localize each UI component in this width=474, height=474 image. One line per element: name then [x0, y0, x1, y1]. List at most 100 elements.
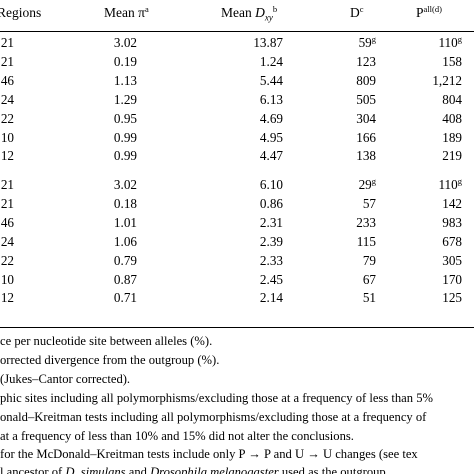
- cell-p-value: 142: [442, 195, 462, 211]
- cell-regions: 22: [0, 111, 14, 127]
- cell-regions-value: 22: [0, 252, 14, 268]
- mean-pi-label: Mean π: [104, 5, 145, 20]
- cell-p-value: 983: [442, 214, 462, 230]
- cell-regions: 21: [0, 35, 14, 51]
- footnote-h-post: used as the outgroup.: [278, 465, 389, 474]
- mean-dxy-sub: xy: [264, 12, 273, 23]
- cell-p: 170: [390, 272, 462, 288]
- cell-d-value: 59: [358, 35, 372, 50]
- cell-mean-pi-value: 1.29: [113, 91, 137, 107]
- cell-p: 983: [390, 215, 462, 231]
- cell-regions: 21: [0, 177, 14, 193]
- cell-d: 304: [320, 111, 376, 127]
- cell-mean-dxy-value: 2.31: [259, 214, 283, 230]
- p-footnote-mark: all(d): [423, 4, 442, 14]
- cell-p: 678: [390, 234, 462, 250]
- cell-p-value: 408: [442, 110, 462, 126]
- cell-d-footnote-mark: g: [371, 34, 376, 44]
- cell-regions: 46: [0, 73, 14, 89]
- cell-p-value: 110: [438, 177, 458, 192]
- cell-mean-pi-value: 0.18: [113, 195, 137, 211]
- cell-mean-dxy-value: 4.95: [259, 129, 283, 145]
- cell-mean-pi-value: 0.19: [113, 53, 137, 69]
- cell-mean-pi-value: 0.79: [113, 252, 137, 268]
- cell-mean-pi: 1.29: [80, 92, 137, 108]
- cell-regions-value: 12: [0, 148, 14, 164]
- cell-mean-pi: 0.95: [80, 111, 137, 127]
- bottom-rule: [0, 327, 474, 328]
- cell-p: 110g: [390, 35, 462, 51]
- cell-mean-dxy-value: 4.47: [259, 148, 283, 164]
- cell-mean-dxy-value: 6.13: [259, 91, 283, 107]
- cell-d: 233: [320, 215, 376, 231]
- cell-p: 142: [390, 196, 462, 212]
- cell-mean-dxy: 4.95: [213, 130, 283, 146]
- cell-d-footnote-mark: g: [371, 176, 376, 186]
- cell-p-value: 1,212: [432, 72, 462, 88]
- cell-regions: 21: [0, 196, 14, 212]
- cell-d: 166: [320, 130, 376, 146]
- cell-d-value: 123: [356, 53, 376, 69]
- cell-regions: 24: [0, 92, 14, 108]
- cell-p-value: 804: [442, 91, 462, 107]
- col-header-mean-pi: Mean πa: [104, 0, 149, 26]
- cell-mean-dxy-value: 2.39: [259, 233, 283, 249]
- cell-d: 51: [320, 290, 376, 306]
- cell-regions: 12: [0, 290, 14, 306]
- col-header-p: Pall(d): [416, 0, 442, 26]
- cell-regions-value: 22: [0, 110, 14, 126]
- footnote-h-mid: and: [125, 465, 151, 474]
- cell-d: 29g: [320, 177, 376, 193]
- cell-regions-value: 21: [0, 53, 14, 69]
- cell-d: 505: [320, 92, 376, 108]
- cell-d-value: 79: [362, 252, 376, 268]
- cell-mean-dxy: 2.45: [213, 272, 283, 288]
- cell-d-value: 115: [356, 233, 376, 249]
- cell-p: 125: [390, 290, 462, 306]
- cell-mean-dxy-value: 4.69: [259, 110, 283, 126]
- cell-regions-value: 21: [0, 195, 14, 211]
- cell-regions-value: 21: [0, 35, 14, 50]
- footnote-h-species-2: Drosophila melanogaster: [150, 465, 279, 474]
- cell-regions: 46: [0, 215, 14, 231]
- cell-mean-pi: 0.71: [80, 290, 137, 306]
- cell-mean-pi-value: 0.71: [113, 290, 137, 306]
- cell-regions: 12: [0, 148, 14, 164]
- mean-pi-footnote-mark: a: [144, 4, 149, 14]
- cell-mean-dxy: 6.10: [213, 177, 283, 193]
- cell-d: 79: [320, 253, 376, 269]
- cell-regions-value: 46: [0, 214, 14, 230]
- cell-d-value: 505: [356, 91, 376, 107]
- cell-regions-value: 12: [0, 290, 14, 306]
- d-label: D: [350, 5, 360, 20]
- footnote-g: for the McDonald–Kreitman tests include …: [0, 447, 418, 461]
- cell-mean-dxy: 13.87: [213, 35, 283, 51]
- cell-d: 59g: [320, 35, 376, 51]
- cell-p-value: 305: [442, 252, 462, 268]
- cell-p-footnote-mark: g: [457, 34, 462, 44]
- cell-d-value: 138: [356, 148, 376, 164]
- cell-p: 305: [390, 253, 462, 269]
- cell-mean-pi: 0.18: [80, 196, 137, 212]
- cell-mean-dxy-value: 5.44: [259, 72, 283, 88]
- cell-regions: 22: [0, 253, 14, 269]
- cell-mean-dxy: 2.33: [213, 253, 283, 269]
- cell-d-value: 166: [356, 129, 376, 145]
- cell-mean-dxy: 2.14: [213, 290, 283, 306]
- cell-mean-pi: 3.02: [80, 177, 137, 193]
- cell-mean-dxy: 4.69: [213, 111, 283, 127]
- cell-p: 110g: [390, 177, 462, 193]
- cell-mean-pi: 0.99: [80, 130, 137, 146]
- footnote-e: onald–Kreitman tests including all polym…: [0, 410, 427, 424]
- cell-mean-pi: 1.06: [80, 234, 137, 250]
- cell-mean-pi-value: 0.87: [113, 271, 137, 287]
- footnote-h: l ancestor of D. simulans and Drosophila…: [0, 464, 389, 474]
- cell-d-value: 67: [362, 271, 376, 287]
- cell-mean-pi-value: 0.99: [113, 129, 137, 145]
- cell-mean-dxy: 0.86: [213, 196, 283, 212]
- cell-mean-dxy: 4.47: [213, 148, 283, 164]
- cell-d: 115: [320, 234, 376, 250]
- cell-mean-pi: 3.02: [80, 35, 137, 51]
- cell-regions-value: 24: [0, 233, 14, 249]
- footnote-b: orrected divergence from the outgroup (%…: [0, 353, 220, 367]
